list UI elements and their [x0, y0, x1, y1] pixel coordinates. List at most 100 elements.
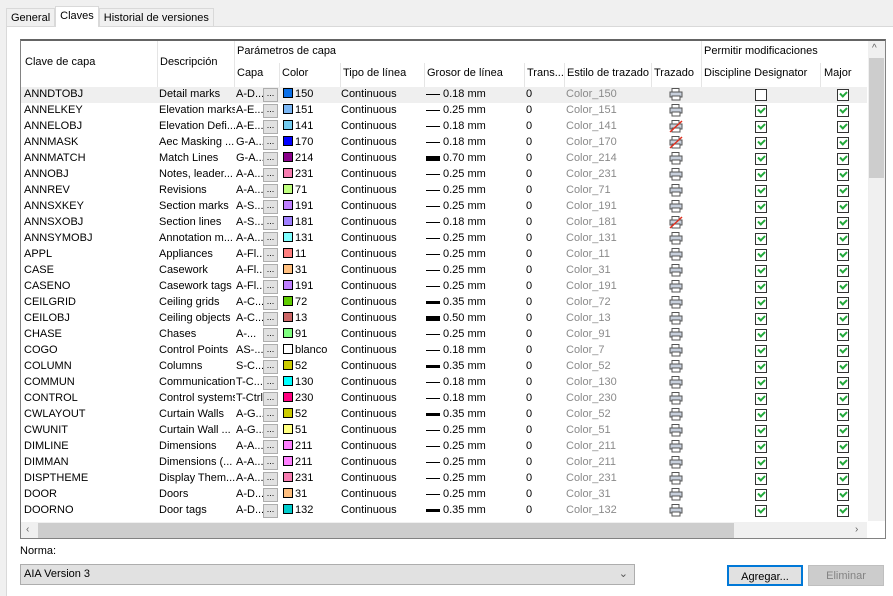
printer-icon[interactable] — [669, 104, 683, 117]
linetype[interactable]: Continuous — [341, 440, 397, 452]
major-checkbox[interactable] — [837, 345, 849, 357]
color-cell[interactable]: 72 — [283, 296, 307, 308]
color-cell[interactable]: 211 — [283, 456, 313, 468]
lineweight-cell[interactable]: 0.25 mm — [426, 472, 486, 484]
printer-icon[interactable] — [669, 376, 683, 389]
horizontal-scrollbar[interactable]: ‹ › — [21, 522, 867, 538]
discipline-checkbox[interactable] — [755, 505, 767, 517]
printer-icon[interactable] — [669, 264, 683, 277]
col-color[interactable]: Color — [282, 67, 309, 79]
lineweight-cell[interactable]: 0.35 mm — [426, 504, 486, 516]
printer-icon[interactable] — [669, 504, 683, 517]
major-checkbox[interactable] — [837, 473, 849, 485]
linetype[interactable]: Continuous — [341, 264, 397, 276]
vertical-scroll-thumb[interactable] — [869, 58, 884, 178]
layer-browse-button[interactable]: ... — [263, 104, 278, 118]
transparency[interactable]: 0 — [526, 264, 533, 276]
printer-icon[interactable] — [669, 488, 683, 501]
lineweight-cell[interactable]: 0.35 mm — [426, 408, 486, 420]
lineweight-cell[interactable]: 0.25 mm — [426, 488, 486, 500]
lineweight-cell[interactable]: 0.18 mm — [426, 136, 486, 148]
discipline-checkbox[interactable] — [755, 169, 767, 181]
major-checkbox[interactable] — [837, 313, 849, 325]
linetype[interactable]: Continuous — [341, 248, 397, 260]
linetype[interactable]: Continuous — [341, 376, 397, 388]
col-capa[interactable]: Capa — [237, 67, 264, 79]
printer-icon[interactable] — [669, 472, 683, 485]
linetype[interactable]: Continuous — [341, 312, 397, 324]
printer-icon[interactable] — [669, 392, 683, 405]
major-checkbox[interactable] — [837, 89, 849, 101]
discipline-checkbox[interactable] — [755, 121, 767, 133]
lineweight-cell[interactable]: 0.25 mm — [426, 328, 486, 340]
lineweight-cell[interactable]: 0.25 mm — [426, 200, 486, 212]
color-cell[interactable]: 91 — [283, 328, 307, 340]
lineweight-cell[interactable]: 0.25 mm — [426, 232, 486, 244]
layer-browse-button[interactable]: ... — [263, 232, 278, 246]
layer-browse-button[interactable]: ... — [263, 136, 278, 150]
lineweight-cell[interactable]: 0.18 mm — [426, 392, 486, 404]
color-cell[interactable]: 131 — [283, 232, 313, 244]
linetype[interactable]: Continuous — [341, 104, 397, 116]
printer-icon[interactable] — [669, 344, 683, 357]
transparency[interactable]: 0 — [526, 136, 533, 148]
lineweight-cell[interactable]: 0.25 mm — [426, 280, 486, 292]
transparency[interactable]: 0 — [526, 168, 533, 180]
layer-browse-button[interactable]: ... — [263, 328, 278, 342]
table-row[interactable]: ANNSXOBJ Section lines A-S... ... 181 Co… — [21, 215, 867, 231]
discipline-checkbox[interactable] — [755, 249, 767, 261]
discipline-checkbox[interactable] — [755, 281, 767, 293]
lineweight-cell[interactable]: 0.18 mm — [426, 216, 486, 228]
linetype[interactable]: Continuous — [341, 488, 397, 500]
layer-browse-button[interactable]: ... — [263, 88, 278, 102]
major-checkbox[interactable] — [837, 297, 849, 309]
table-row[interactable]: ANNMASK Aec Masking ... G-A... ... 170 C… — [21, 135, 867, 151]
linetype[interactable]: Continuous — [341, 88, 397, 100]
discipline-checkbox[interactable] — [755, 457, 767, 469]
delete-button[interactable]: Eliminar — [808, 565, 884, 586]
printer-disabled-icon[interactable] — [669, 216, 683, 229]
lineweight-cell[interactable]: 0.50 mm — [426, 312, 486, 324]
transparency[interactable]: 0 — [526, 328, 533, 340]
transparency[interactable]: 0 — [526, 232, 533, 244]
color-cell[interactable]: blanco — [283, 344, 327, 356]
printer-icon[interactable] — [669, 328, 683, 341]
lineweight-cell[interactable]: 0.35 mm — [426, 360, 486, 372]
printer-icon[interactable] — [669, 184, 683, 197]
major-checkbox[interactable] — [837, 233, 849, 245]
printer-icon[interactable] — [669, 232, 683, 245]
linetype[interactable]: Continuous — [341, 216, 397, 228]
transparency[interactable]: 0 — [526, 312, 533, 324]
linetype[interactable]: Continuous — [341, 408, 397, 420]
color-cell[interactable]: 31 — [283, 264, 307, 276]
transparency[interactable]: 0 — [526, 296, 533, 308]
lineweight-cell[interactable]: 0.25 mm — [426, 456, 486, 468]
layer-browse-button[interactable]: ... — [263, 424, 278, 438]
linetype[interactable]: Continuous — [341, 168, 397, 180]
table-row[interactable]: CASE Casework A-Fl... ... 31 Continuous … — [21, 263, 867, 279]
transparency[interactable]: 0 — [526, 248, 533, 260]
major-checkbox[interactable] — [837, 441, 849, 453]
color-cell[interactable]: 170 — [283, 136, 313, 148]
linetype[interactable]: Continuous — [341, 424, 397, 436]
horizontal-scroll-thumb[interactable] — [38, 523, 734, 538]
table-row[interactable]: CHASE Chases A-... ... 91 Continuous 0.2… — [21, 327, 867, 343]
color-cell[interactable]: 51 — [283, 424, 307, 436]
table-row[interactable]: CEILGRID Ceiling grids A-C... ... 72 Con… — [21, 295, 867, 311]
printer-icon[interactable] — [669, 296, 683, 309]
color-cell[interactable]: 132 — [283, 504, 313, 516]
table-row[interactable]: DISPTHEME Display Them... A-A... ... 231… — [21, 471, 867, 487]
printer-icon[interactable] — [669, 440, 683, 453]
color-cell[interactable]: 191 — [283, 280, 313, 292]
lineweight-cell[interactable]: 0.25 mm — [426, 104, 486, 116]
major-checkbox[interactable] — [837, 201, 849, 213]
color-cell[interactable]: 211 — [283, 440, 313, 452]
linetype[interactable]: Continuous — [341, 456, 397, 468]
printer-icon[interactable] — [669, 312, 683, 325]
major-checkbox[interactable] — [837, 361, 849, 373]
printer-icon[interactable] — [669, 408, 683, 421]
major-checkbox[interactable] — [837, 457, 849, 469]
discipline-checkbox[interactable] — [755, 297, 767, 309]
table-row[interactable]: ANNELKEY Elevation marks A-E... ... 151 … — [21, 103, 867, 119]
col-key[interactable]: Clave de capa — [25, 56, 96, 68]
